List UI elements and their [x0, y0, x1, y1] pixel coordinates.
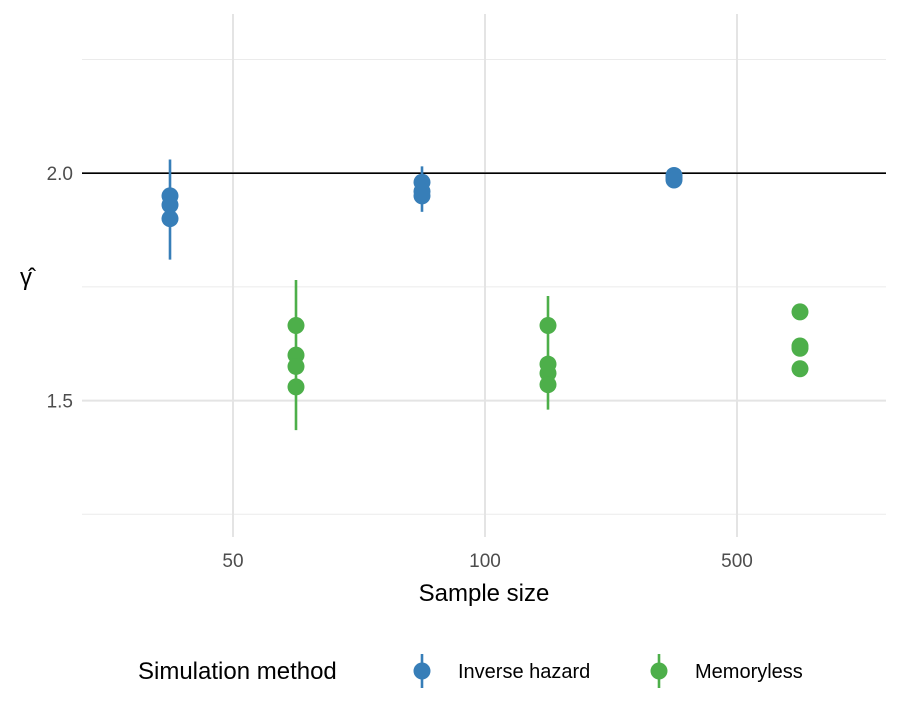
legend-key-point — [413, 662, 431, 680]
data-marks — [161, 159, 809, 431]
data-point — [791, 303, 809, 321]
data-point — [665, 171, 683, 189]
data-point — [161, 196, 179, 214]
x-tick-labels: 50 100 500 — [222, 551, 752, 572]
legend-label: Memoryless — [695, 661, 803, 683]
legend-key-point — [650, 662, 668, 680]
data-point — [287, 317, 305, 335]
data-point — [539, 376, 557, 394]
legend-label: Inverse hazard — [458, 661, 590, 683]
grid — [82, 14, 886, 537]
x-axis-title: Sample size — [419, 580, 550, 607]
legend-item: Memoryless — [650, 654, 803, 688]
data-point — [287, 378, 305, 396]
legend: Simulation method Inverse hazard Memoryle… — [138, 654, 803, 688]
x-tick-label: 100 — [469, 551, 501, 572]
x-tick-label: 50 — [222, 551, 243, 572]
y-tick-label: 2.0 — [47, 164, 73, 185]
data-point — [287, 357, 305, 375]
legend-items: Inverse hazard Memoryless — [413, 654, 803, 688]
data-point — [161, 210, 179, 228]
data-point — [791, 339, 809, 357]
x-tick-label: 500 — [721, 551, 753, 572]
data-point — [791, 360, 809, 378]
legend-item: Inverse hazard — [413, 654, 590, 688]
y-axis-title: γ̂ — [20, 264, 36, 291]
data-point — [413, 187, 431, 205]
y-tick-label: 1.5 — [47, 392, 73, 413]
legend-title: Simulation method — [138, 658, 337, 685]
y-tick-labels: 1.5 2.0 — [47, 164, 73, 412]
data-point — [539, 317, 557, 335]
